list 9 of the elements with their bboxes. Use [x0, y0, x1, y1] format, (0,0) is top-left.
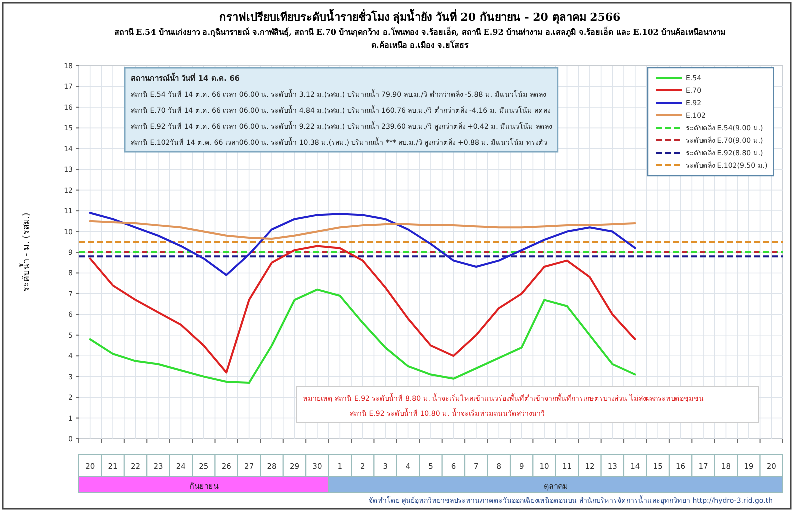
- line-series: [89, 212, 636, 276]
- chart-title: กราฟเปรียบเทียบระดับน้ำรายชั่วโมง ลุ่มน้ำยัง วันที่ 20 กันยายน - 20 ตุลาคม 2566: [219, 9, 622, 25]
- text: ตุลาคม: [544, 482, 568, 491]
- y-axis-title: ระดับน้ำ - ม. (รสม.): [19, 212, 32, 292]
- line-series: [89, 220, 636, 240]
- text: กันยายน: [189, 482, 220, 491]
- line-series: [89, 288, 636, 384]
- line-series: [89, 245, 636, 374]
- chart-subtitle: สถานี E.54 บ้านแก่งยาว อ.กุฉินารายณ์ จ.กาฬสินธุ์, สถานี E.70 บ้านกุดกว้าง อ.โพนทอง จ.ร้อยเอ็ด, สถานี E.92 บ้านท่างาม อ.เสลภูมิ จ.ร้อยเอ็ด และ E.102 บ้านค้อเหนือนางาม ต.ค้อเหนือ อ.เมือง จ.ยโสธร: [114, 26, 726, 50]
